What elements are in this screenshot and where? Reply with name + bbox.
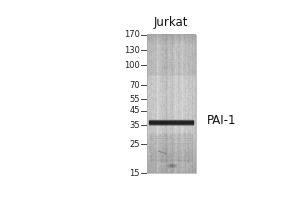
Text: 25: 25 (129, 140, 140, 149)
Text: 100: 100 (124, 61, 140, 70)
Text: 170: 170 (124, 30, 140, 39)
Text: 35: 35 (129, 121, 140, 130)
Text: Jurkat: Jurkat (154, 16, 188, 29)
Text: 130: 130 (124, 46, 140, 55)
Bar (147, 35, 196, 173)
Text: 15: 15 (129, 169, 140, 178)
Text: 45: 45 (129, 106, 140, 115)
Text: PAI-1: PAI-1 (207, 114, 237, 127)
Text: 70: 70 (129, 81, 140, 90)
Text: 55: 55 (129, 95, 140, 104)
